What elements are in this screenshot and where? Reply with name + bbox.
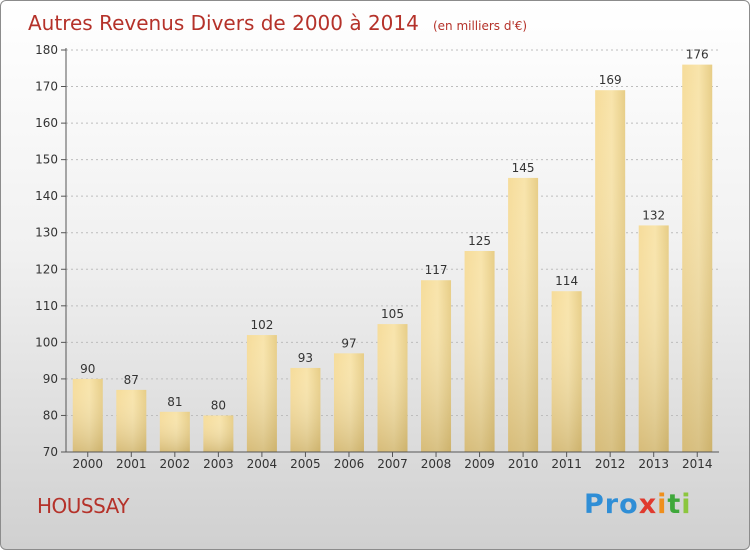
bar-shade xyxy=(421,280,452,452)
chart-title-unit: (en milliers d'€) xyxy=(433,19,527,33)
x-tick-label: 2002 xyxy=(160,457,191,471)
data-label: 145 xyxy=(512,161,535,175)
x-tick-label: 2011 xyxy=(551,457,582,471)
y-tick-label: 150 xyxy=(35,153,58,167)
logo-letter: t xyxy=(667,489,682,520)
bar-shade xyxy=(333,353,364,452)
proxiti-logo: Proxiti xyxy=(584,489,692,520)
data-label: 93 xyxy=(298,351,313,365)
y-tick-label: 160 xyxy=(35,116,58,130)
data-label: 169 xyxy=(599,73,622,87)
data-label: 176 xyxy=(686,48,709,62)
x-tick-label: 2013 xyxy=(638,457,669,471)
data-label: 81 xyxy=(167,395,182,409)
y-tick-label: 70 xyxy=(43,445,58,459)
y-tick-label: 140 xyxy=(35,189,58,203)
data-label: 97 xyxy=(341,336,356,350)
y-tick-label: 80 xyxy=(43,408,58,422)
bar-shade xyxy=(116,389,147,452)
bars xyxy=(72,64,713,453)
data-label: 132 xyxy=(642,208,665,222)
bar-shade xyxy=(508,177,539,452)
chart-title-main: Autres Revenus Divers de 2000 à 2014 xyxy=(28,11,419,35)
x-tick-label: 2010 xyxy=(508,457,539,471)
bar-shade xyxy=(72,378,103,452)
data-label: 80 xyxy=(211,398,226,412)
bar-shade xyxy=(551,291,582,452)
x-tick-label: 2000 xyxy=(72,457,103,471)
x-tick-label: 2009 xyxy=(464,457,495,471)
data-label: 105 xyxy=(381,307,404,321)
data-label: 102 xyxy=(250,318,273,332)
bar-shade xyxy=(638,225,669,452)
data-label: 87 xyxy=(124,373,139,387)
x-tick-label: 2001 xyxy=(116,457,147,471)
logo-letter: P xyxy=(584,489,605,520)
y-tick-label: 120 xyxy=(35,262,58,276)
logo-letter: x xyxy=(638,489,658,520)
bar-shade xyxy=(290,367,321,452)
y-tick-label: 180 xyxy=(35,43,58,57)
bar-shade xyxy=(464,251,495,452)
x-tick-label: 2012 xyxy=(595,457,626,471)
x-tick-label: 2008 xyxy=(421,457,452,471)
x-tick-label: 2006 xyxy=(334,457,365,471)
bar-shade xyxy=(682,64,713,453)
bar-shade xyxy=(377,324,408,452)
data-label: 90 xyxy=(80,362,95,376)
logo-letter: r xyxy=(604,489,620,520)
x-tick-label: 2014 xyxy=(682,457,713,471)
x-tick-label: 2004 xyxy=(247,457,278,471)
y-tick-label: 100 xyxy=(35,335,58,349)
data-label: 125 xyxy=(468,234,491,248)
logo-letter: i xyxy=(657,489,668,520)
data-labels: 90 87 81 80 102 93 97 105 117 125 145 114 169 132 176 xyxy=(80,48,709,413)
x-tick-label: 2005 xyxy=(290,457,321,471)
bar-shade xyxy=(246,335,277,452)
x-axis-ticks: 2000 2001 2002 2003 2004 2005 2006 2007 2008 2009… xyxy=(72,452,713,471)
y-tick-label: 130 xyxy=(35,226,58,240)
place-name: HOUSSAY xyxy=(37,494,130,518)
data-label: 117 xyxy=(425,263,448,277)
y-tick-label: 90 xyxy=(43,372,58,386)
logo-letter: o xyxy=(619,489,639,520)
logo-letter: i xyxy=(681,489,692,520)
bar-shade xyxy=(203,415,234,452)
x-tick-label: 2003 xyxy=(203,457,234,471)
y-tick-label: 110 xyxy=(35,299,58,313)
y-axis-ticks: 70 80 90 100 110 120 130 140 150 160 170 180 xyxy=(35,43,66,459)
y-tick-label: 170 xyxy=(35,80,58,94)
data-label: 114 xyxy=(555,274,578,288)
bar-shade xyxy=(159,411,190,452)
chart-title: Autres Revenus Divers de 2000 à 2014 (en… xyxy=(28,11,527,35)
x-tick-label: 2007 xyxy=(377,457,408,471)
bar-shade xyxy=(595,90,626,452)
